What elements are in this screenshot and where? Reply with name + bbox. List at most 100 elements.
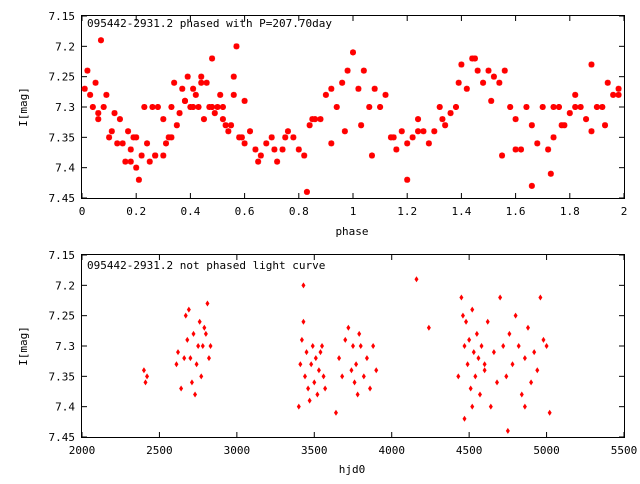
data-point <box>230 73 237 80</box>
data-point <box>491 349 496 356</box>
data-point <box>173 122 180 129</box>
data-point <box>459 294 464 301</box>
x-tick-label: 1.2 <box>397 205 417 218</box>
chart-title: 095442-2931.2 not phased light curve <box>87 259 325 272</box>
data-point <box>510 361 515 368</box>
data-point <box>257 152 264 159</box>
data-point <box>455 79 462 86</box>
data-point <box>154 104 161 110</box>
data-point <box>328 85 335 92</box>
x-tick-label: 3500 <box>301 444 328 457</box>
data-point <box>522 355 527 362</box>
data-point <box>577 104 584 110</box>
data-point <box>415 128 422 135</box>
data-point <box>420 128 427 135</box>
data-point <box>312 379 317 386</box>
y-tick-label: 7.4 <box>55 401 75 414</box>
data-point <box>414 276 419 283</box>
data-point <box>507 330 512 337</box>
data-point <box>111 110 118 117</box>
data-point <box>368 152 375 159</box>
data-point <box>87 91 94 98</box>
data-point <box>495 379 500 386</box>
data-point <box>528 182 535 189</box>
data-point <box>496 79 503 86</box>
data-point <box>196 343 201 349</box>
data-point <box>539 104 546 110</box>
data-point <box>357 330 362 337</box>
data-point <box>282 134 289 141</box>
chart-title: 095442-2931.2 phased with P=207.70day <box>87 17 332 30</box>
data-point <box>194 361 199 368</box>
data-point <box>190 85 197 92</box>
data-point <box>507 104 514 110</box>
data-point <box>480 79 487 86</box>
data-point <box>284 128 291 135</box>
data-point <box>200 116 207 123</box>
data-point <box>295 146 302 153</box>
data-point <box>181 97 188 104</box>
data-point <box>439 116 446 123</box>
y-tick-label: 7.2 <box>55 40 75 53</box>
data-point <box>160 116 167 123</box>
data-point <box>203 79 210 86</box>
data-point <box>442 122 449 129</box>
data-point <box>566 110 573 117</box>
data-point <box>149 104 156 110</box>
data-point <box>474 330 479 337</box>
data-point <box>615 85 622 92</box>
data-point <box>339 79 346 86</box>
data-point <box>415 116 422 123</box>
data-point <box>108 128 115 135</box>
data-point <box>317 116 324 123</box>
data-point <box>604 79 611 86</box>
y-tick-label: 7.4 <box>55 162 75 175</box>
data-point <box>200 343 205 349</box>
data-point <box>103 91 110 98</box>
data-point <box>316 367 321 374</box>
data-point <box>222 122 229 129</box>
data-point <box>390 134 397 141</box>
data-point <box>174 361 179 368</box>
data-point <box>141 104 148 110</box>
data-point <box>255 158 262 165</box>
data-point <box>504 373 509 380</box>
data-point <box>488 403 493 410</box>
data-point <box>208 343 213 349</box>
y-tick-label: 7.3 <box>55 340 75 353</box>
data-point <box>550 104 557 110</box>
data-point <box>482 361 487 368</box>
data-point <box>523 104 530 110</box>
x-tick-label: 2000 <box>69 444 96 457</box>
y-tick-label: 7.15 <box>49 249 76 262</box>
data-point <box>298 361 303 368</box>
data-point <box>241 97 248 104</box>
data-point <box>146 158 153 165</box>
data-point <box>371 343 376 349</box>
data-point <box>301 282 306 289</box>
data-point <box>519 391 524 398</box>
data-point <box>462 415 467 422</box>
data-point <box>168 104 175 110</box>
data-point <box>141 367 146 374</box>
y-axis-label: I[mag] <box>17 326 30 366</box>
data-point <box>426 324 431 331</box>
data-point <box>572 91 579 98</box>
data-point <box>309 116 316 123</box>
data-point <box>203 330 208 337</box>
data-point <box>602 122 609 129</box>
data-point <box>304 349 309 356</box>
data-point <box>465 361 470 368</box>
data-point <box>315 391 320 398</box>
x-axis-label: hjd0 <box>339 463 366 476</box>
data-point <box>518 146 525 153</box>
data-point <box>452 104 459 110</box>
data-point <box>436 104 443 110</box>
data-point <box>462 343 467 349</box>
data-point <box>296 403 301 410</box>
data-point <box>271 146 278 153</box>
data-point <box>333 409 338 416</box>
data-point <box>238 134 245 141</box>
data-point <box>361 373 366 380</box>
data-point <box>279 146 286 153</box>
